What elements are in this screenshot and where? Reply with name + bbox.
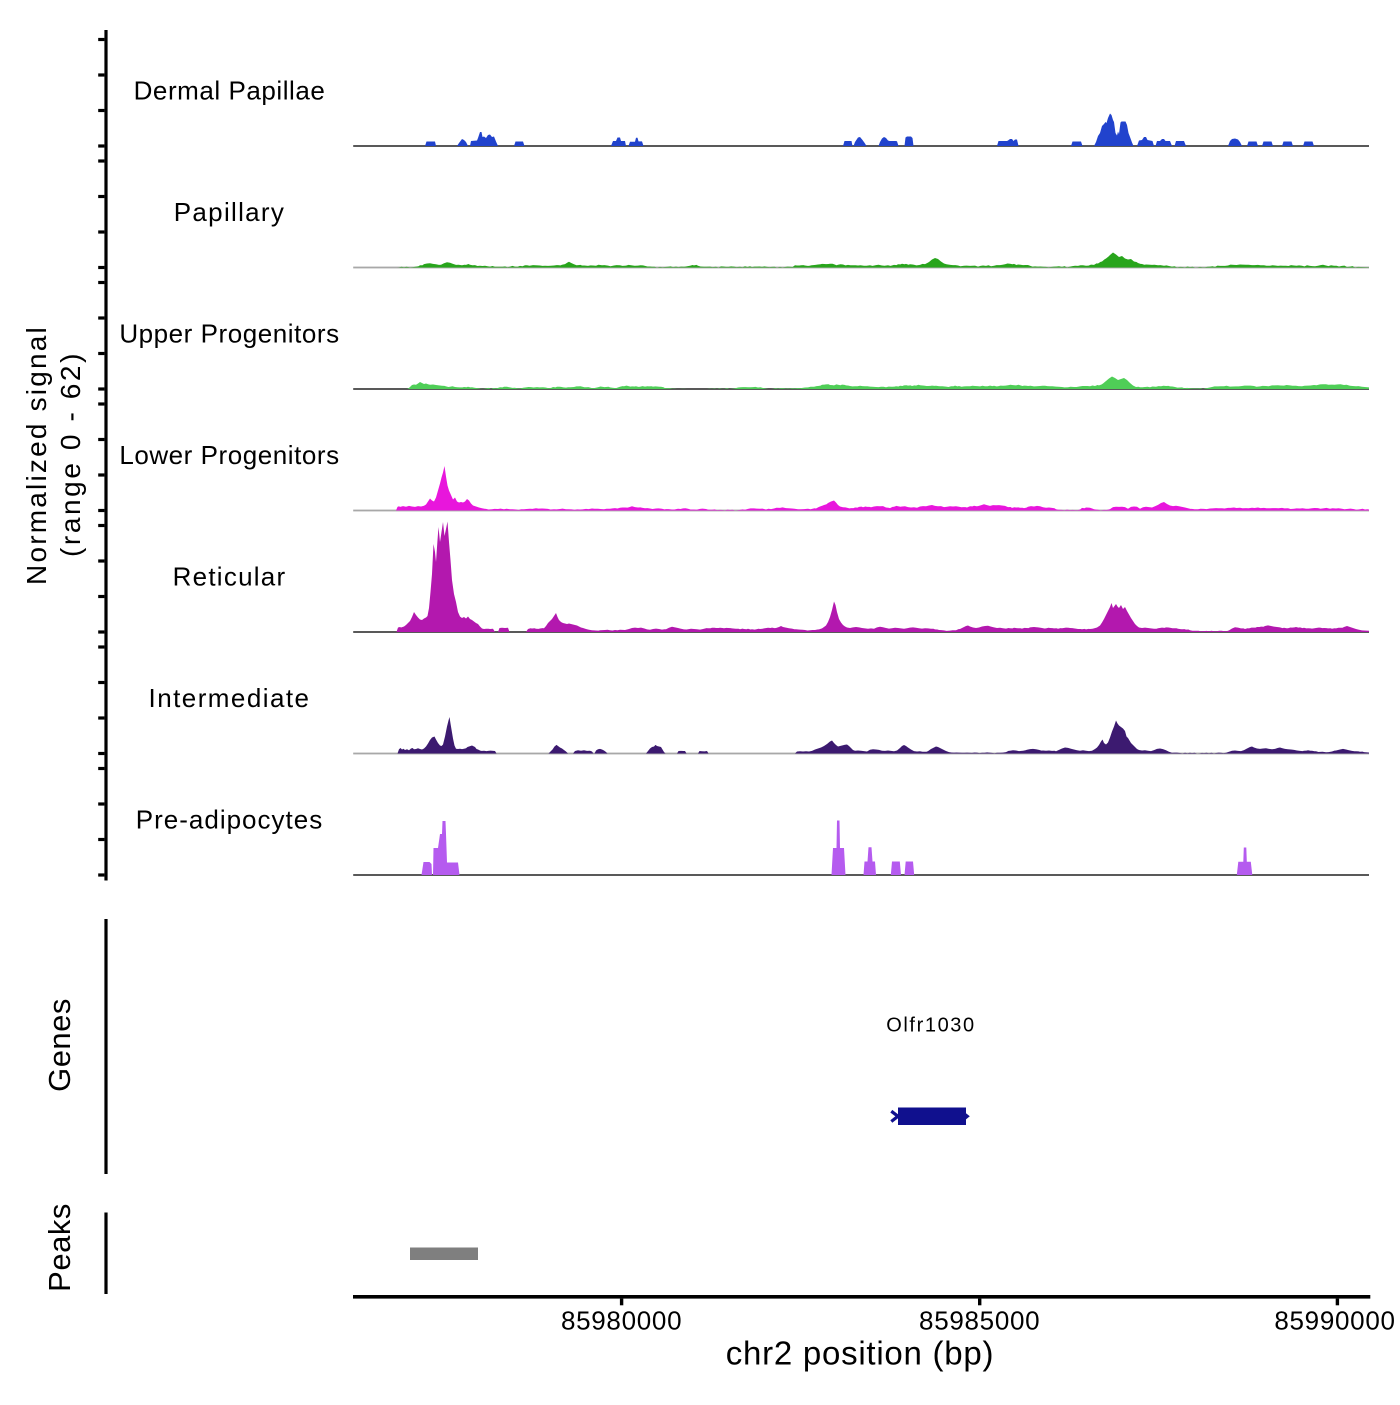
svg-text:85985000: 85985000 bbox=[919, 1306, 1040, 1336]
svg-text:Reticular: Reticular bbox=[173, 562, 287, 592]
svg-text:Normalized signal: Normalized signal bbox=[21, 325, 52, 585]
svg-text:Genes: Genes bbox=[42, 998, 77, 1092]
svg-text:Dermal Papillae: Dermal Papillae bbox=[134, 76, 326, 106]
svg-text:Papillary: Papillary bbox=[174, 197, 285, 227]
svg-text:85980000: 85980000 bbox=[561, 1306, 682, 1336]
svg-text:chr2 position (bp): chr2 position (bp) bbox=[726, 1334, 994, 1371]
svg-text:Olfr1030: Olfr1030 bbox=[886, 1015, 976, 1037]
svg-text:(range 0 - 62): (range 0 - 62) bbox=[55, 351, 86, 557]
svg-text:Peaks: Peaks bbox=[42, 1203, 77, 1292]
svg-text:85990000: 85990000 bbox=[1274, 1306, 1395, 1336]
svg-text:Lower Progenitors: Lower Progenitors bbox=[119, 440, 339, 470]
svg-text:Pre-adipocytes: Pre-adipocytes bbox=[136, 805, 323, 835]
svg-text:Upper Progenitors: Upper Progenitors bbox=[119, 319, 339, 349]
svg-text:Intermediate: Intermediate bbox=[149, 683, 311, 713]
